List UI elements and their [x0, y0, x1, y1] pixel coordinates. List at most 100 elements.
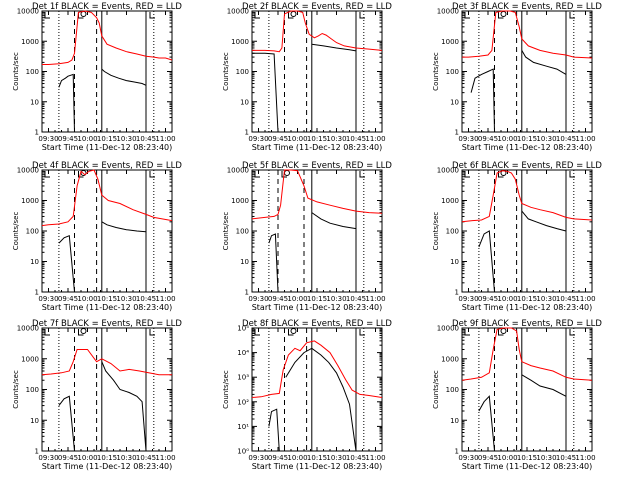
detector-panel: Det 1f BLACK = Events, RED = LLD 09:30 09:… — [12, 2, 182, 152]
state-flag-marker — [149, 171, 155, 178]
panel-title: Det 4f BLACK = Events, RED = LLD — [32, 161, 182, 171]
x-tick-label: 11:00 — [155, 295, 175, 303]
y-tick-label: 10¹ — [237, 423, 249, 431]
y-tick-label: 100 — [26, 228, 39, 236]
y-tick-label: 1 — [455, 129, 459, 137]
y-axis-label: Counts/sec — [432, 52, 440, 91]
x-tick-label: 10:30 — [326, 454, 346, 462]
state-flag-marker — [254, 12, 260, 19]
x-tick-label: 09:45 — [268, 295, 288, 303]
state-flag-marker — [359, 329, 365, 336]
state-flag-marker — [254, 171, 260, 178]
y-tick-label: 10 — [240, 98, 249, 106]
x-tick-label: 11:00 — [155, 135, 175, 143]
x-tick-label: 09:45 — [478, 454, 498, 462]
y-tick-label: 1 — [245, 129, 249, 137]
events-series-line — [478, 230, 495, 293]
x-tick-label: 09:45 — [478, 295, 498, 303]
x-tick-label: 10:15 — [97, 454, 117, 462]
panel-title: Det 8f BLACK = Events, RED = LLD — [242, 319, 392, 329]
x-tick-label: 09:30 — [458, 454, 478, 462]
y-tick-label: 10 — [30, 417, 39, 425]
plot-frame — [461, 327, 593, 452]
y-tick-label: 1 — [35, 289, 39, 297]
x-tick-label: 11:00 — [365, 454, 385, 462]
events-series-line — [470, 68, 495, 133]
events-series-line — [521, 210, 567, 232]
x-tick-label: 10:00 — [77, 135, 97, 143]
plot-frame — [251, 327, 383, 452]
x-tick-label: 10:45 — [556, 135, 576, 143]
detector-panel: Det 4f BLACK = Events, RED = LLD 09:30 09:… — [12, 161, 182, 312]
y-tick-label: 1000 — [231, 197, 249, 205]
y-axis-label: Counts/sec — [12, 52, 20, 91]
state-flag-marker — [498, 12, 504, 19]
x-tick-label: 10:15 — [517, 454, 537, 462]
events-series-line — [268, 233, 279, 293]
x-axis-label: Start Time (11-Dec-12 08:23:40) — [462, 462, 593, 471]
x-tick-label: 11:00 — [575, 454, 595, 462]
panel-title: Det 1f BLACK = Events, RED = LLD — [32, 2, 182, 12]
y-axis-label: Counts/sec — [222, 52, 230, 91]
y-tick-label: 100 — [26, 386, 39, 394]
y-tick-label: 10000 — [17, 325, 39, 333]
x-tick-label: 09:45 — [268, 135, 288, 143]
x-tick-label: 10:15 — [307, 295, 327, 303]
x-tick-label: 10:45 — [556, 295, 576, 303]
x-tick-label: 10:00 — [77, 454, 97, 462]
y-tick-label: 1 — [35, 448, 39, 456]
y-tick-label: 10 — [450, 417, 459, 425]
x-tick-label: 10:00 — [497, 454, 517, 462]
x-tick-label: 10:45 — [346, 454, 366, 462]
state-circle-marker — [500, 328, 507, 334]
x-axis-label: Start Time (11-Dec-12 08:23:40) — [42, 303, 173, 312]
events-series-line — [268, 408, 280, 452]
y-tick-label: 10 — [30, 258, 39, 266]
x-tick-label: 11:00 — [365, 295, 385, 303]
state-flag-marker — [78, 171, 84, 178]
panel-title: Det 2f BLACK = Events, RED = LLD — [242, 2, 392, 12]
y-tick-label: 10⁰ — [237, 448, 249, 456]
detector-panel: Det 8f BLACK = Events, RED = LLD 09:30 09:… — [222, 319, 392, 471]
x-tick-label: 10:00 — [287, 454, 307, 462]
y-tick-label: 1000 — [231, 38, 249, 46]
x-axis-label: Start Time (11-Dec-12 08:23:40) — [252, 143, 383, 152]
panel-title: Det 7f BLACK = Events, RED = LLD — [32, 319, 182, 329]
events-series-line — [311, 43, 357, 52]
x-tick-label: 10:45 — [136, 295, 156, 303]
state-flag-marker — [44, 12, 50, 19]
x-tick-label: 11:00 — [575, 135, 595, 143]
y-tick-label: 10⁴ — [237, 349, 249, 357]
lld-series-line — [251, 169, 383, 220]
lld-series-line — [41, 169, 173, 227]
lld-series-line — [251, 340, 383, 398]
y-tick-label: 1 — [455, 289, 459, 297]
lld-series-line — [461, 170, 593, 223]
x-tick-label: 10:45 — [556, 454, 576, 462]
x-tick-label: 09:30 — [248, 135, 268, 143]
y-tick-label: 10000 — [17, 167, 39, 175]
detector-panel: Det 6f BLACK = Events, RED = LLD 09:30 09:… — [432, 161, 602, 312]
x-tick-label: 10:00 — [287, 135, 307, 143]
x-tick-label: 10:00 — [77, 295, 97, 303]
state-circle-marker — [284, 170, 290, 176]
x-axis-label: Start Time (11-Dec-12 08:23:40) — [42, 143, 173, 152]
y-axis-label: Counts/sec — [12, 212, 20, 251]
y-tick-label: 10000 — [437, 167, 459, 175]
x-tick-label: 10:45 — [346, 295, 366, 303]
state-flag-marker — [288, 12, 294, 19]
state-circle-marker — [290, 328, 297, 334]
events-series-line — [252, 52, 279, 133]
state-flag-marker — [359, 12, 365, 19]
events-series-line — [521, 50, 567, 75]
events-series-line — [101, 221, 147, 233]
detector-panel: Det 2f BLACK = Events, RED = LLD 09:30 09:… — [222, 2, 392, 152]
x-axis-label: Start Time (11-Dec-12 08:23:40) — [462, 143, 593, 152]
y-tick-label: 10000 — [17, 8, 39, 16]
y-tick-label: 100 — [446, 228, 459, 236]
y-tick-label: 10000 — [437, 325, 459, 333]
lld-series-line — [461, 327, 593, 381]
events-series-line — [58, 395, 75, 452]
x-tick-label: 09:45 — [58, 295, 78, 303]
